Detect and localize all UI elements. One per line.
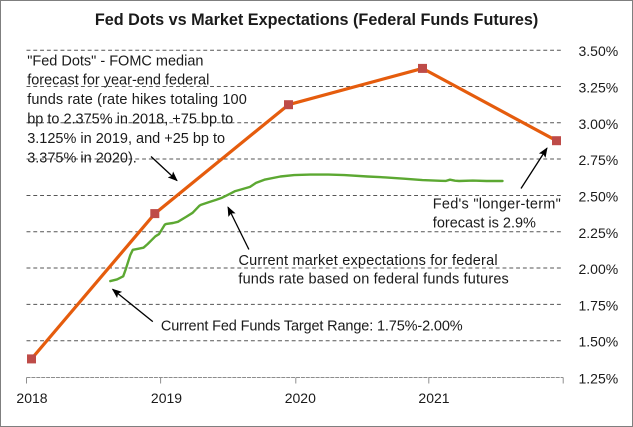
svg-text:3.125% in 2019, and +25 bp to: 3.125% in 2019, and +25 bp to (27, 131, 225, 147)
svg-text:2020: 2020 (285, 390, 316, 406)
svg-text:2.50%: 2.50% (578, 189, 618, 205)
svg-text:3.50%: 3.50% (578, 43, 618, 59)
svg-text:Current Fed Funds Target Range: Current Fed Funds Target Range: 1.75%-2.… (161, 318, 463, 334)
svg-text:Fed Dots vs Market Expectation: Fed Dots vs Market Expectations (Federal… (95, 11, 538, 29)
svg-text:2.25%: 2.25% (578, 225, 618, 241)
svg-text:1.50%: 1.50% (578, 334, 618, 350)
svg-text:"Fed Dots" - FOMC median: "Fed Dots" - FOMC median (27, 53, 203, 69)
svg-text:funds rate (rate hikes totalin: funds rate (rate hikes totaling 100 (27, 92, 247, 108)
svg-text:2018: 2018 (16, 390, 47, 406)
svg-text:funds rate based on federal fu: funds rate based on federal funds future… (238, 272, 509, 288)
svg-text:3.00%: 3.00% (578, 116, 618, 132)
svg-text:2021: 2021 (418, 390, 449, 406)
svg-text:3.25%: 3.25% (578, 80, 618, 96)
svg-text:2019: 2019 (151, 390, 182, 406)
svg-text:Current market expectations f: Current market expectations for federal (239, 253, 498, 269)
svg-text:2.75%: 2.75% (578, 152, 618, 168)
svg-text:forecast for year-end federal: forecast for year-end federal (27, 73, 209, 89)
svg-text:forecast is 2.9%: forecast is 2.9% (433, 216, 536, 232)
svg-text:1.75%: 1.75% (578, 297, 618, 313)
svg-text:bp to 2.375% in 2018, +75 bp t: bp to 2.375% in 2018, +75 bp to (27, 112, 233, 128)
svg-text:Fed's "longer-term": Fed's "longer-term" (433, 196, 561, 212)
svg-text:3.375% in 2020).: 3.375% in 2020). (27, 150, 137, 166)
svg-text:1.25%: 1.25% (578, 370, 618, 386)
svg-text:2.00%: 2.00% (578, 261, 618, 277)
